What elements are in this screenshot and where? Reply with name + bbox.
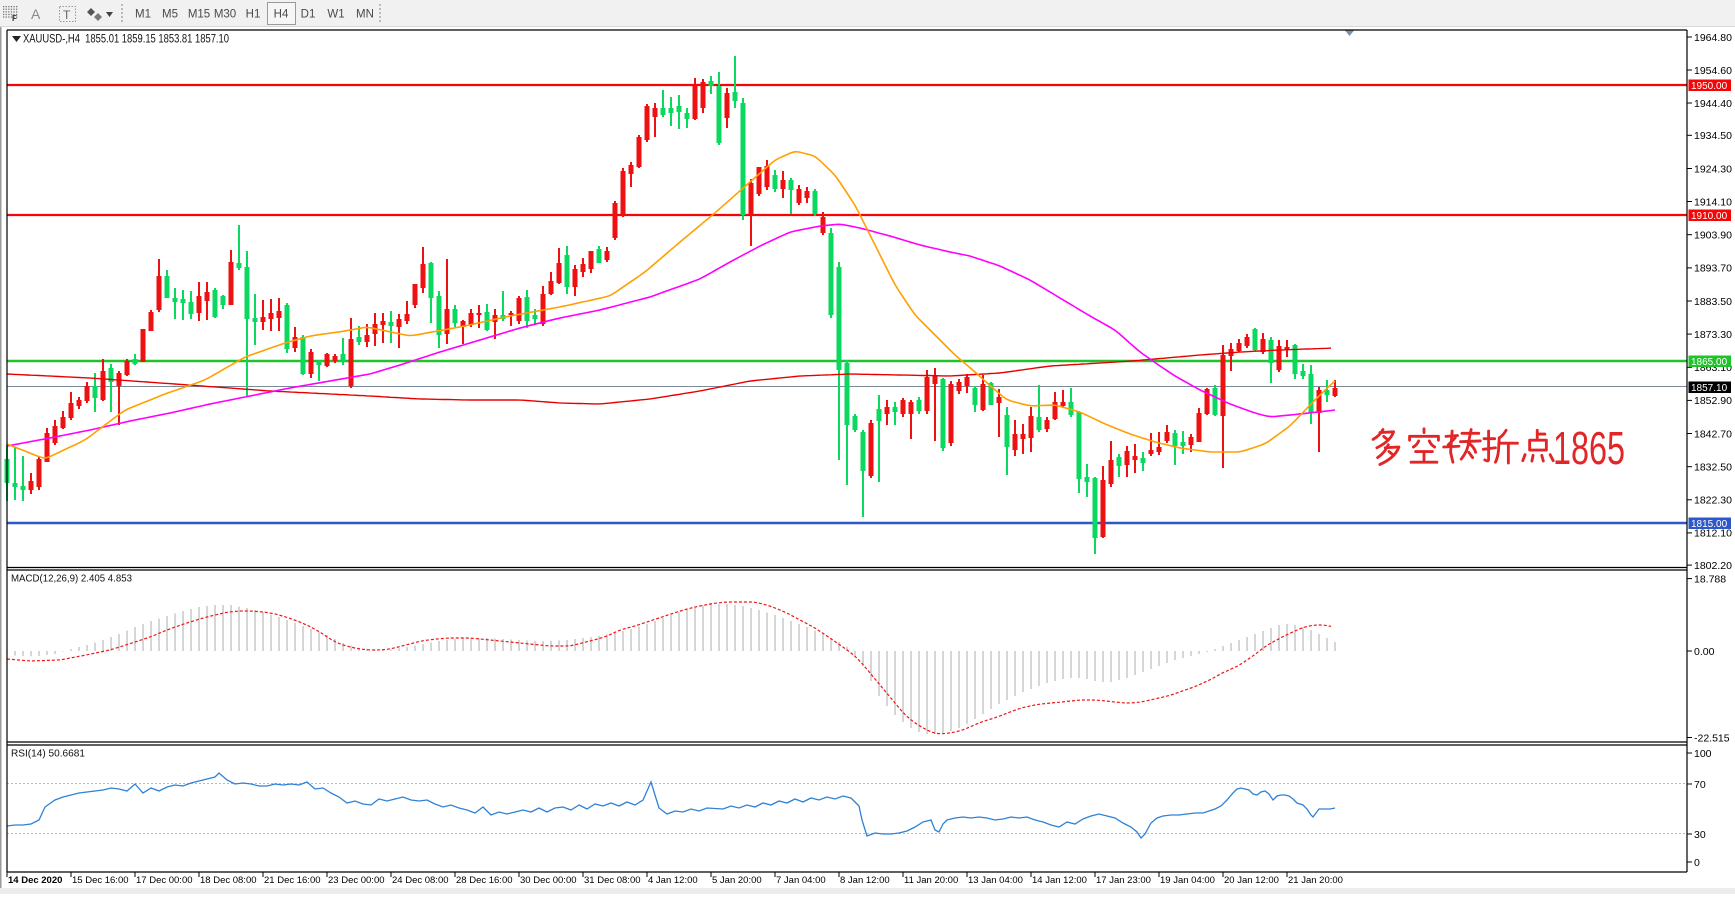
- svg-text:0.00: 0.00: [1694, 646, 1715, 658]
- svg-text:0: 0: [1694, 857, 1700, 869]
- svg-text:1832.50: 1832.50: [1694, 462, 1732, 474]
- svg-text:23 Dec 00:00: 23 Dec 00:00: [328, 875, 385, 886]
- svg-text:1852.90: 1852.90: [1694, 395, 1732, 407]
- svg-text:1873.30: 1873.30: [1694, 329, 1732, 341]
- svg-text:1893.70: 1893.70: [1694, 263, 1732, 275]
- svg-text:100: 100: [1694, 748, 1712, 760]
- svg-text:17 Jan 23:00: 17 Jan 23:00: [1096, 875, 1151, 886]
- svg-text:19 Jan 04:00: 19 Jan 04:00: [1160, 875, 1215, 886]
- svg-text:13 Jan 04:00: 13 Jan 04:00: [968, 875, 1023, 886]
- svg-text:A: A: [31, 6, 41, 22]
- svg-text:H4: H4: [274, 9, 289, 21]
- svg-text:17 Dec 00:00: 17 Dec 00:00: [136, 875, 193, 886]
- svg-text:1964.80: 1964.80: [1694, 32, 1732, 44]
- svg-text:28 Dec 16:00: 28 Dec 16:00: [456, 875, 513, 886]
- svg-text:1857.10: 1857.10: [1691, 383, 1728, 394]
- svg-text:30: 30: [1694, 829, 1706, 841]
- svg-text:1802.20: 1802.20: [1694, 560, 1732, 572]
- svg-text:14 Jan 12:00: 14 Jan 12:00: [1032, 875, 1087, 886]
- svg-text:20 Jan 12:00: 20 Jan 12:00: [1224, 875, 1279, 886]
- svg-text:11 Jan 20:00: 11 Jan 20:00: [904, 875, 958, 886]
- svg-text:30 Dec 00:00: 30 Dec 00:00: [520, 875, 577, 886]
- svg-text:M5: M5: [162, 9, 178, 21]
- svg-text:14 Dec 2020: 14 Dec 2020: [8, 875, 62, 886]
- svg-text:-22.515: -22.515: [1694, 732, 1730, 744]
- svg-text:1954.60: 1954.60: [1694, 65, 1732, 77]
- svg-text:4 Jan 12:00: 4 Jan 12:00: [648, 875, 698, 886]
- svg-text:24 Dec 08:00: 24 Dec 08:00: [392, 875, 449, 886]
- svg-text:H1: H1: [246, 9, 261, 21]
- svg-text:8 Jan 12:00: 8 Jan 12:00: [840, 875, 890, 886]
- svg-text:18 Dec 08:00: 18 Dec 08:00: [200, 875, 257, 886]
- svg-text:21 Dec 16:00: 21 Dec 16:00: [264, 875, 321, 886]
- svg-text:1950.00: 1950.00: [1691, 81, 1728, 92]
- svg-text:1812.10: 1812.10: [1694, 528, 1732, 540]
- svg-text:MACD(12,26,9) 2.405 4.853: MACD(12,26,9) 2.405 4.853: [11, 573, 132, 585]
- svg-text:RSI(14) 50.6681: RSI(14) 50.6681: [11, 748, 85, 760]
- svg-text:1865.00: 1865.00: [1691, 357, 1728, 368]
- svg-text:F: F: [12, 14, 17, 23]
- svg-text:M15: M15: [188, 9, 210, 21]
- svg-text:7 Jan 04:00: 7 Jan 04:00: [776, 875, 826, 886]
- svg-text:M1: M1: [135, 9, 151, 21]
- svg-text:1944.40: 1944.40: [1694, 98, 1732, 110]
- svg-text:1865: 1865: [1553, 422, 1625, 474]
- svg-text:15 Dec 16:00: 15 Dec 16:00: [72, 875, 129, 886]
- svg-text:21 Jan 20:00: 21 Jan 20:00: [1288, 875, 1343, 886]
- svg-text:1910.00: 1910.00: [1691, 211, 1728, 222]
- svg-text:1842.70: 1842.70: [1694, 428, 1732, 440]
- svg-text:XAUUSD-,H4 1855.01 1859.15 18: XAUUSD-,H4 1855.01 1859.15 1853.81 1857.…: [23, 34, 229, 46]
- svg-text:1924.30: 1924.30: [1694, 163, 1732, 175]
- svg-text:1822.30: 1822.30: [1694, 495, 1732, 507]
- svg-text:MN: MN: [356, 9, 374, 21]
- svg-text:T: T: [63, 8, 71, 22]
- svg-text:18.788: 18.788: [1694, 573, 1726, 585]
- svg-text:1883.50: 1883.50: [1694, 296, 1732, 308]
- svg-text:1903.90: 1903.90: [1694, 230, 1732, 242]
- svg-text:5 Jan 20:00: 5 Jan 20:00: [712, 875, 762, 886]
- svg-text:1934.50: 1934.50: [1694, 130, 1732, 142]
- svg-text:1815.00: 1815.00: [1691, 519, 1728, 530]
- svg-text:31 Dec 08:00: 31 Dec 08:00: [584, 875, 641, 886]
- svg-text:70: 70: [1694, 779, 1706, 791]
- svg-text:1914.10: 1914.10: [1694, 196, 1732, 208]
- svg-text:W1: W1: [327, 9, 344, 21]
- svg-text:D1: D1: [301, 9, 316, 21]
- svg-text:M30: M30: [214, 9, 236, 21]
